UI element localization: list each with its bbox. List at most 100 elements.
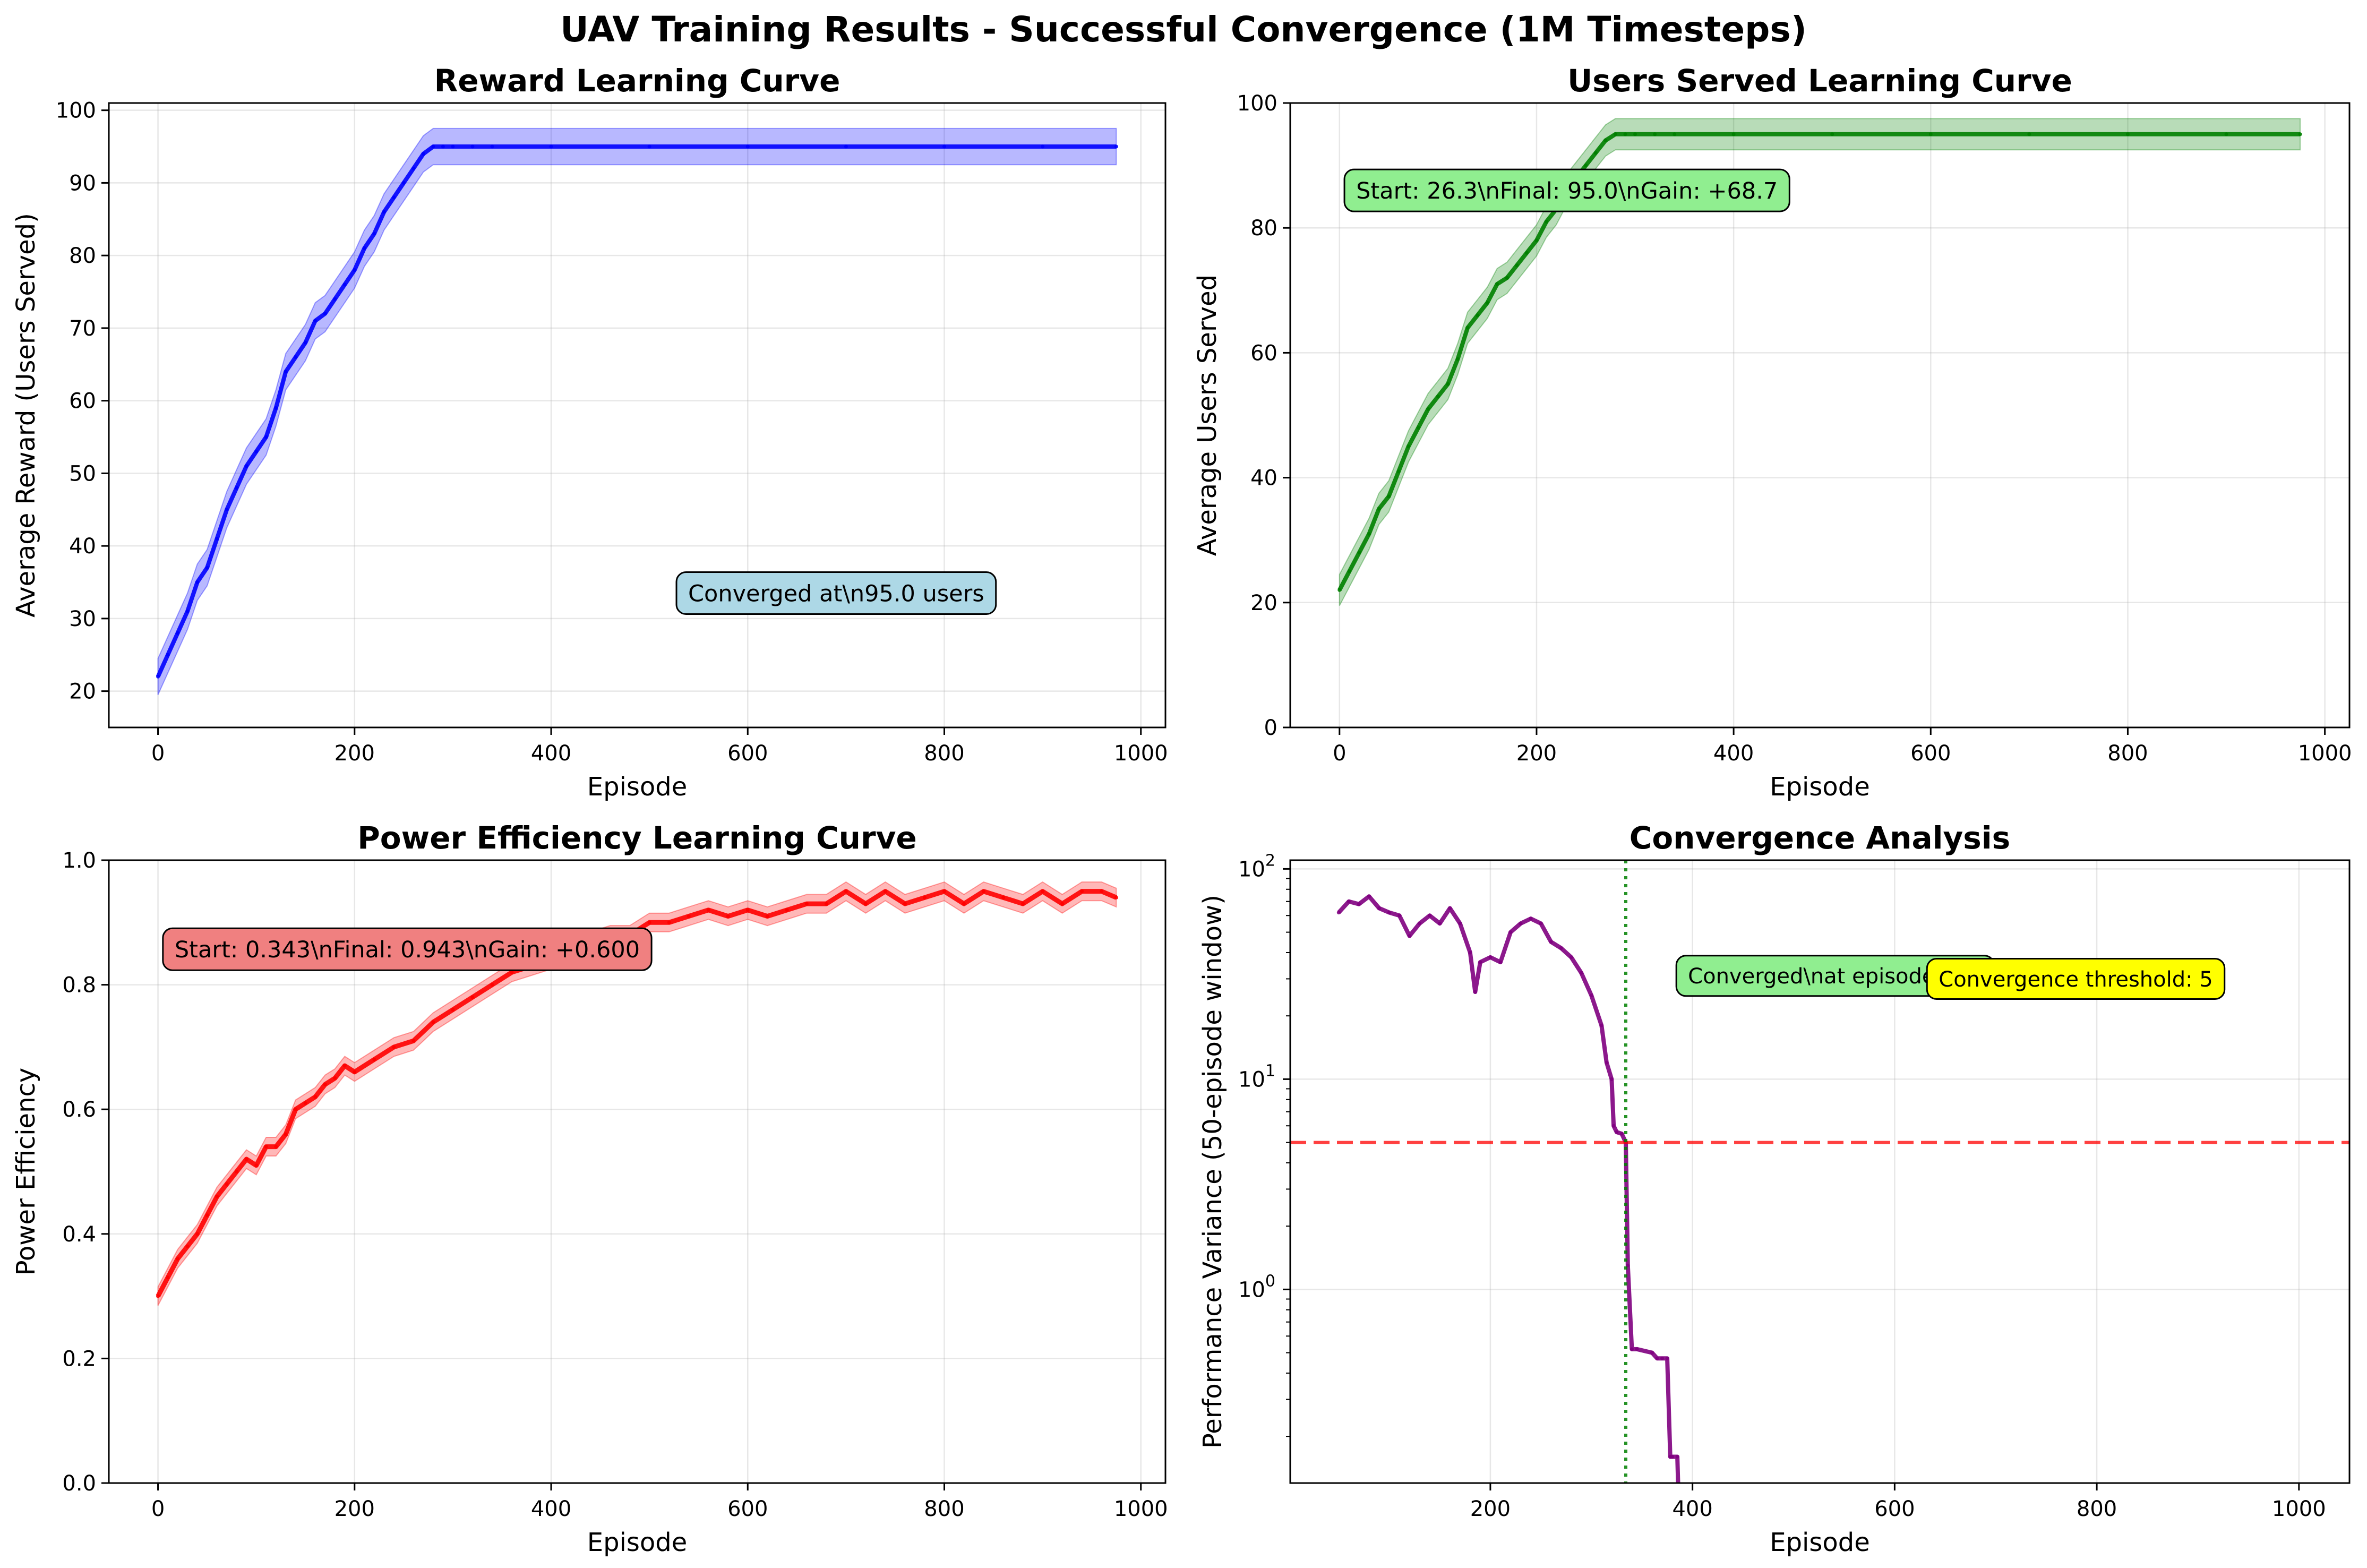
data-point: [1408, 934, 1412, 938]
x-tick-label: 200: [335, 1497, 375, 1521]
y-tick-label: 50: [69, 461, 96, 486]
data-point: [1001, 895, 1006, 899]
data-point: [333, 1076, 337, 1081]
annotation-text: Converged at\n95.0 users: [688, 581, 984, 607]
data-point: [353, 268, 357, 272]
data-point: [166, 653, 170, 657]
x-tick-label: 400: [531, 1497, 571, 1521]
axes-frame: [1289, 859, 2351, 1484]
data-point: [1060, 902, 1065, 906]
data-point: [1367, 532, 1371, 536]
x-tick-label: 1000: [2298, 741, 2352, 766]
data-point: [303, 1101, 307, 1105]
data-point: [745, 144, 750, 149]
y-tick-label: 0.0: [62, 1471, 96, 1496]
data-point: [1498, 960, 1503, 964]
annotation-text: Start: 0.343\nFinal: 0.943\nGain: +0.600: [175, 937, 640, 963]
data-point: [1114, 144, 1118, 149]
data-point: [1830, 132, 1834, 136]
data-point: [804, 902, 809, 906]
data-point: [1545, 219, 1549, 224]
y-tick-label: 0.4: [62, 1222, 96, 1247]
y-axis-label: Average Reward (Users Served): [11, 213, 41, 618]
plot-area: [1336, 894, 1682, 1565]
data-point: [411, 166, 416, 170]
data-point: [215, 536, 219, 541]
x-axis-label: Episode: [1770, 1528, 1870, 1557]
threshold-annotation-text: Convergence threshold: 5: [1939, 967, 2212, 992]
data-point: [1635, 1347, 1639, 1351]
data-point: [451, 144, 455, 149]
data-point: [1611, 1124, 1616, 1128]
data-point: [1534, 238, 1539, 243]
y-axis-label: Average Users Served: [1193, 275, 1222, 556]
y-tick-label: 60: [1250, 341, 1277, 365]
data-point: [1678, 1561, 1682, 1565]
data-point: [1114, 895, 1118, 899]
data-point: [244, 464, 248, 468]
data-point: [490, 983, 494, 987]
chart-users: 0 200 400 600 800 1000 0 20 40 60 80 100 Users Serve…: [1193, 63, 2352, 802]
data-point: [313, 319, 318, 323]
data-point: [342, 282, 347, 287]
data-point: [1673, 132, 1677, 136]
data-point: [1367, 894, 1371, 898]
x-tick-label: 800: [924, 1497, 964, 1521]
data-point: [176, 631, 180, 635]
data-point: [706, 908, 710, 912]
y-tick-label: 100: [1237, 91, 1277, 116]
annotation-box: [675, 571, 997, 615]
x-tick-label: 1000: [1114, 741, 1168, 766]
data-point: [549, 144, 553, 149]
data-point: [235, 486, 239, 490]
data-point: [1630, 1347, 1634, 1351]
plot-area: [1337, 118, 2302, 606]
data-point: [1615, 1130, 1619, 1134]
data-point: [647, 920, 651, 924]
data-point: [372, 232, 376, 236]
data-point: [1436, 395, 1440, 399]
axes-frame: [108, 859, 1167, 1484]
data-point: [244, 1157, 248, 1161]
data-point: [1928, 132, 1933, 136]
data-point: [1650, 1351, 1654, 1355]
data-point: [1428, 913, 1432, 918]
data-point: [441, 144, 445, 149]
y-tick-label: 102: [1238, 851, 1275, 881]
data-point: [1559, 946, 1563, 950]
chart-title: Users Served Learning Curve: [1567, 63, 2072, 99]
data-point: [294, 1107, 298, 1111]
x-axis-label: Episode: [587, 1528, 688, 1557]
panels: 0 200 400 600 800 10002030405060708090100Rewa…: [11, 63, 2352, 1565]
data-point: [1021, 902, 1025, 906]
data-point: [1619, 1132, 1624, 1136]
data-point: [647, 144, 651, 149]
data-point: [1633, 132, 1637, 136]
data-point: [1505, 276, 1509, 280]
x-tick-label: 0: [1333, 741, 1346, 766]
data-point: [284, 1132, 288, 1136]
x-tick-label: 600: [727, 1497, 768, 1521]
y-tick-label: 80: [1250, 216, 1277, 241]
plot-area: [156, 127, 1118, 695]
data-point: [1626, 1263, 1630, 1267]
confidence-band: [157, 881, 1117, 1306]
data-point: [156, 1294, 160, 1298]
data-point: [323, 312, 327, 316]
data-point: [824, 902, 828, 906]
data-point: [667, 920, 671, 924]
series-line: [1337, 894, 1680, 1483]
data-point: [1549, 940, 1553, 944]
data-point: [1347, 569, 1351, 573]
data-point: [1623, 132, 1627, 136]
data-point: [176, 1257, 180, 1261]
x-tick-label: 800: [924, 741, 964, 766]
data-point: [1579, 971, 1583, 975]
data-point: [490, 144, 494, 149]
data-point: [1438, 921, 1442, 926]
data-point: [1515, 263, 1519, 268]
data-point: [844, 889, 848, 894]
data-point: [1665, 1356, 1669, 1360]
annotation-text: Start: 26.3\nFinal: 95.0\nGain: +68.7: [1356, 178, 1778, 204]
x-tick-label: 1000: [1114, 1497, 1168, 1521]
